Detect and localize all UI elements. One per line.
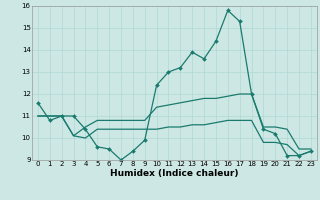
X-axis label: Humidex (Indice chaleur): Humidex (Indice chaleur): [110, 169, 239, 178]
